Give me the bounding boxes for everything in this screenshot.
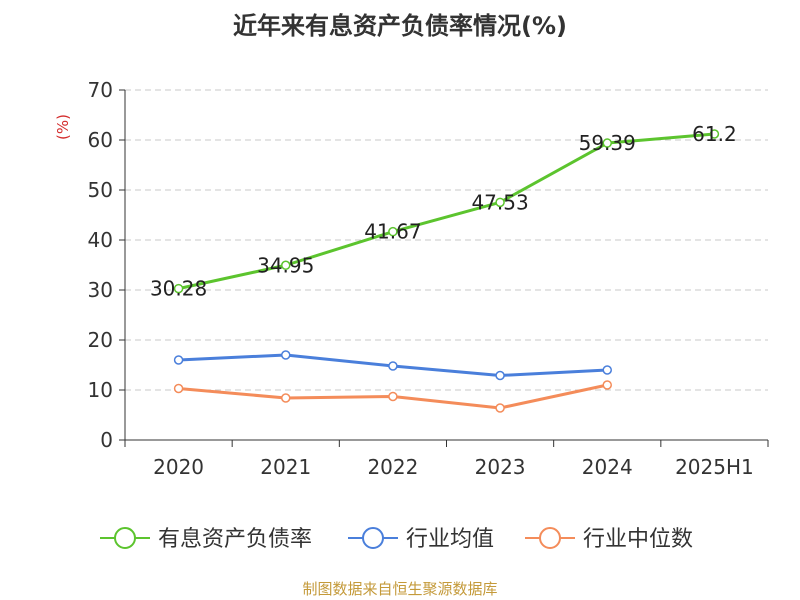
y-tick-label: 30	[88, 278, 113, 302]
legend-marker	[362, 527, 384, 549]
data-point	[495, 403, 505, 413]
data-point	[173, 383, 184, 394]
x-tick-label: 2022	[367, 455, 418, 479]
legend[interactable]: 有息资产负债率 行业均值 行业中位数	[100, 527, 693, 552]
data-point	[281, 350, 291, 360]
y-tick-label: 40	[88, 228, 113, 252]
data-point	[388, 226, 398, 237]
legend-item[interactable]: 有息资产负债率	[100, 527, 312, 552]
y-axis-label: (%)	[54, 114, 72, 140]
legend-label: 有息资产负债率	[158, 527, 312, 552]
axes: 0 10 20 30 40 50 60 70 2020 2021 2022 2023 2024 2025H…	[54, 78, 769, 479]
data-point	[602, 138, 612, 148]
x-tick-label: 2023	[475, 455, 526, 479]
chart-title: 近年来有息资产负债率情况(%)	[233, 12, 567, 40]
y-tick-label: 70	[88, 78, 113, 102]
y-tick-label: 50	[88, 178, 113, 202]
data-label: 59.39	[579, 131, 636, 155]
data-point	[388, 391, 398, 402]
data-point	[495, 370, 505, 381]
data-label: 41.67	[364, 220, 421, 244]
legend-marker	[114, 527, 136, 549]
legend-item[interactable]: 行业均值	[348, 527, 494, 552]
y-tick-label: 20	[88, 328, 113, 352]
y-tick-label: 60	[88, 128, 113, 152]
data-label: 61.2	[692, 122, 737, 146]
grid-lines	[125, 89, 768, 391]
data-point	[281, 260, 291, 270]
data-point	[602, 365, 612, 375]
y-tick-label: 10	[88, 378, 113, 402]
data-point	[281, 393, 291, 403]
source-note: 制图数据来自恒生聚源数据库	[302, 580, 498, 598]
data-point	[173, 355, 184, 365]
series-layer	[173, 129, 720, 413]
legend-marker	[539, 527, 561, 549]
data-point	[388, 361, 398, 371]
legend-item[interactable]: 行业中位数	[525, 527, 693, 552]
data-label: 34.95	[257, 253, 314, 277]
data-label: 30.28	[150, 277, 207, 301]
x-tick-label: 2020	[153, 455, 204, 479]
legend-label: 行业中位数	[583, 527, 693, 552]
data-point	[602, 380, 612, 390]
x-tick-label: 2021	[260, 455, 311, 479]
data-labels: 30.28 34.95 41.67 47.53 59.39 61.2	[150, 122, 737, 301]
legend-label: 行业均值	[406, 527, 494, 552]
data-label: 47.53	[471, 190, 528, 214]
data-point	[495, 197, 505, 208]
series-line	[178, 132, 715, 291]
data-point	[173, 283, 184, 294]
y-tick-label: 0	[100, 428, 113, 452]
data-point	[709, 129, 720, 139]
x-tick-label: 2024	[582, 455, 633, 479]
x-tick-label: 2025H1	[675, 455, 754, 479]
